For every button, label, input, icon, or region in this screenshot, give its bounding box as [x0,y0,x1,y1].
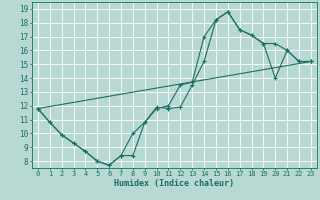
X-axis label: Humidex (Indice chaleur): Humidex (Indice chaleur) [115,179,234,188]
